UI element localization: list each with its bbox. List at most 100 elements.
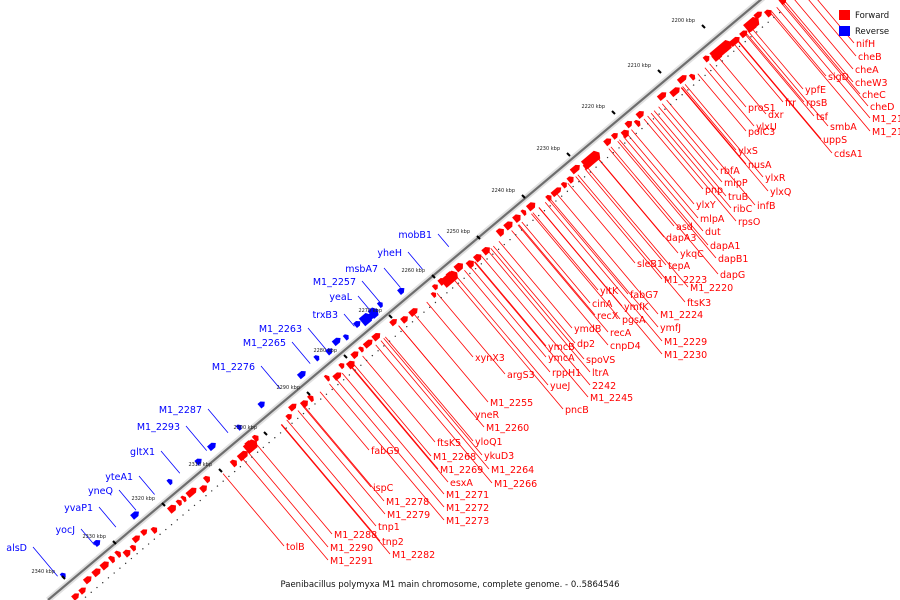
forward-gene-label[interactable]: argS3 xyxy=(507,370,535,381)
forward-gene-label[interactable]: smbA xyxy=(830,122,857,133)
forward-gene-label[interactable]: dapB1 xyxy=(718,254,748,265)
forward-gene-label[interactable]: fabG7 xyxy=(630,290,659,301)
forward-gene-label[interactable]: yueJ xyxy=(550,381,570,392)
forward-gene-label[interactable]: sigD xyxy=(828,72,849,83)
reverse-gene-label[interactable]: yvaP1 xyxy=(64,503,93,514)
reverse-gene-label[interactable]: yteA1 xyxy=(105,472,133,483)
forward-gene-label[interactable]: rbfA xyxy=(720,166,740,177)
reverse-gene-label[interactable]: msbA7 xyxy=(345,264,378,275)
reverse-gene-label[interactable]: trxB3 xyxy=(312,310,338,321)
forward-gene-label[interactable]: M1_2271 xyxy=(446,490,489,501)
forward-gene-label[interactable]: M1_2288 xyxy=(334,530,377,541)
reverse-gene-label[interactable]: yeaL xyxy=(329,292,352,303)
forward-gene-label[interactable]: ltrA xyxy=(592,368,609,379)
forward-gene-label[interactable]: yloQ1 xyxy=(475,437,503,448)
forward-gene-label[interactable]: pnp xyxy=(705,185,723,196)
forward-gene-label[interactable]: cheC xyxy=(862,90,886,101)
forward-gene-label[interactable]: tnp1 xyxy=(378,522,400,533)
forward-gene-label[interactable]: M1_2229 xyxy=(664,337,707,348)
forward-gene-label[interactable]: xynX3 xyxy=(475,353,505,364)
forward-gene-label[interactable]: M1_2255 xyxy=(490,398,533,409)
forward-gene-label[interactable]: M1_2273 xyxy=(446,516,489,527)
forward-gene-label[interactable]: M1_2279 xyxy=(387,510,430,521)
forward-gene-label[interactable]: ylxR xyxy=(765,173,786,184)
forward-gene-label[interactable]: rpsO xyxy=(738,217,760,228)
forward-gene-label[interactable]: 2242 xyxy=(592,381,616,392)
forward-gene-label[interactable]: recA xyxy=(610,328,632,339)
reverse-gene-label[interactable]: M1_2287 xyxy=(159,405,202,416)
forward-gene-label[interactable]: ymfJ xyxy=(660,323,681,334)
forward-gene-label[interactable]: M1_2260 xyxy=(486,423,529,434)
forward-gene-label[interactable]: asd xyxy=(676,222,693,233)
forward-gene-label[interactable]: M1_2183 xyxy=(872,114,900,125)
forward-gene-label[interactable]: yitK xyxy=(600,286,619,297)
reverse-gene-label[interactable]: mobB1 xyxy=(398,230,432,241)
forward-gene-label[interactable]: M1_2264 xyxy=(491,465,534,476)
reverse-gene-label[interactable]: yheH xyxy=(377,248,402,259)
forward-gene-label[interactable]: cinA xyxy=(592,299,613,310)
reverse-gene-label[interactable]: gltX1 xyxy=(130,447,155,458)
forward-gene-label[interactable]: dapA1 xyxy=(710,241,740,252)
forward-gene-label[interactable]: yneR xyxy=(475,410,499,421)
reverse-gene-label[interactable]: M1_2293 xyxy=(137,422,180,433)
forward-gene-label[interactable]: esxA xyxy=(450,478,473,489)
forward-gene-label[interactable]: M1_2291 xyxy=(330,556,373,567)
forward-gene-label[interactable]: ykqC xyxy=(680,249,704,260)
forward-gene-label[interactable]: dxr xyxy=(768,110,784,121)
forward-gene-label[interactable]: fabG9 xyxy=(371,446,400,457)
forward-gene-label[interactable]: ftsK3 xyxy=(687,298,711,309)
reverse-gene-label[interactable]: yneQ xyxy=(88,486,113,497)
forward-gene-label[interactable]: cheB xyxy=(858,52,882,63)
forward-gene-label[interactable]: rppH1 xyxy=(552,368,581,379)
forward-gene-label[interactable]: polC3 xyxy=(748,127,775,138)
forward-gene-label[interactable]: sleB1 xyxy=(637,259,663,270)
forward-gene-label[interactable]: spoVS xyxy=(586,355,615,366)
forward-gene-label[interactable]: M1_2230 xyxy=(664,350,707,361)
forward-gene-label[interactable]: pgsA xyxy=(622,315,646,326)
reverse-gene-label[interactable]: M1_2265 xyxy=(243,338,286,349)
forward-gene-label[interactable]: ylxY xyxy=(696,200,716,211)
forward-gene-label[interactable]: nifH xyxy=(856,39,875,50)
forward-gene-label[interactable]: tnp2 xyxy=(382,537,404,548)
forward-gene-label[interactable]: mipP xyxy=(724,178,748,189)
forward-gene-label[interactable]: M1_2269 xyxy=(440,465,483,476)
forward-gene-label[interactable]: cnpD4 xyxy=(610,341,641,352)
forward-gene-label[interactable]: dut xyxy=(705,227,721,238)
forward-gene-label[interactable]: nusA xyxy=(748,160,772,171)
forward-gene-label[interactable]: ypfE xyxy=(805,85,826,96)
forward-gene-label[interactable]: frr xyxy=(785,98,796,109)
forward-gene-label[interactable]: cdsA1 xyxy=(834,149,863,160)
reverse-gene-label[interactable]: M1_2263 xyxy=(259,324,302,335)
reverse-gene-label[interactable]: alsD xyxy=(6,543,27,554)
forward-gene-label[interactable]: M1_2272 xyxy=(446,503,489,514)
reverse-gene-label[interactable]: M1_2276 xyxy=(212,362,255,373)
forward-gene-label[interactable]: ymcB xyxy=(548,342,575,353)
forward-gene-label[interactable]: M1_2185 xyxy=(872,127,900,138)
reverse-gene-label[interactable]: M1_2257 xyxy=(313,277,356,288)
forward-gene-label[interactable]: dapG xyxy=(720,270,745,281)
forward-gene-label[interactable]: dp2 xyxy=(577,339,595,350)
forward-gene-label[interactable]: ymdB xyxy=(574,324,601,335)
forward-gene-label[interactable]: M1_2266 xyxy=(494,479,537,490)
forward-gene-label[interactable]: cheD xyxy=(870,102,894,113)
forward-gene-label[interactable]: M1_2220 xyxy=(690,283,733,294)
forward-gene-label[interactable]: tsf xyxy=(816,112,829,123)
forward-gene-label[interactable]: M1_2290 xyxy=(330,543,373,554)
forward-gene-label[interactable]: ymcA xyxy=(548,353,575,364)
forward-gene-label[interactable]: M1_2245 xyxy=(590,393,633,404)
forward-gene-label[interactable]: ylxU xyxy=(756,122,777,133)
forward-gene-label[interactable]: recX xyxy=(597,311,619,322)
forward-gene-label[interactable]: M1_2268 xyxy=(433,452,476,463)
forward-gene-label[interactable]: ylxQ xyxy=(770,187,791,198)
forward-gene-label[interactable]: cheW3 xyxy=(855,78,888,89)
forward-gene-label[interactable]: infB xyxy=(757,201,776,212)
forward-gene-label[interactable]: dapA3 xyxy=(666,233,696,244)
forward-gene-label[interactable]: mlpA xyxy=(700,214,725,225)
forward-gene-label[interactable]: uppS xyxy=(823,135,847,146)
forward-gene-label[interactable]: M1_2278 xyxy=(386,497,429,508)
forward-gene-label[interactable]: ispC xyxy=(373,483,394,494)
forward-gene-label[interactable]: tolB xyxy=(286,542,305,553)
forward-gene-label[interactable]: ykuD3 xyxy=(484,451,514,462)
forward-gene-label[interactable]: M1_2224 xyxy=(660,310,703,321)
forward-gene-label[interactable]: tepA xyxy=(668,261,691,272)
